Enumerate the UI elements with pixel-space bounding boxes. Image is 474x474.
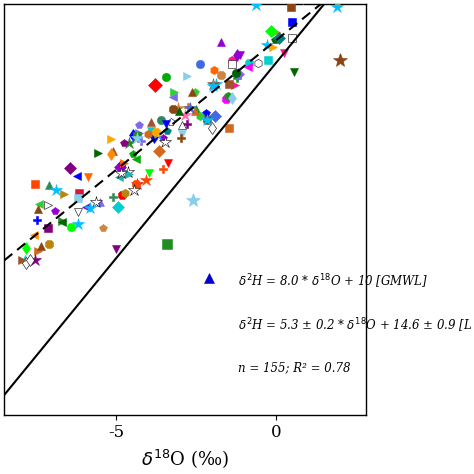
X-axis label: $\delta^{18}$O (‰): $\delta^{18}$O (‰) [141, 447, 229, 470]
Text: $\delta^2$H = 8.0 * $\delta^{18}$O + 10 [GMWL]: $\delta^2$H = 8.0 * $\delta^{18}$O + 10 … [237, 273, 428, 291]
Text: n = 155; R² = 0.78: n = 155; R² = 0.78 [237, 361, 350, 374]
Text: $\delta^2$H = 5.3 ± 0.2 * $\delta^{18}$O + 14.6 ± 0.9 [L: $\delta^2$H = 5.3 ± 0.2 * $\delta^{18}$O… [237, 317, 472, 335]
